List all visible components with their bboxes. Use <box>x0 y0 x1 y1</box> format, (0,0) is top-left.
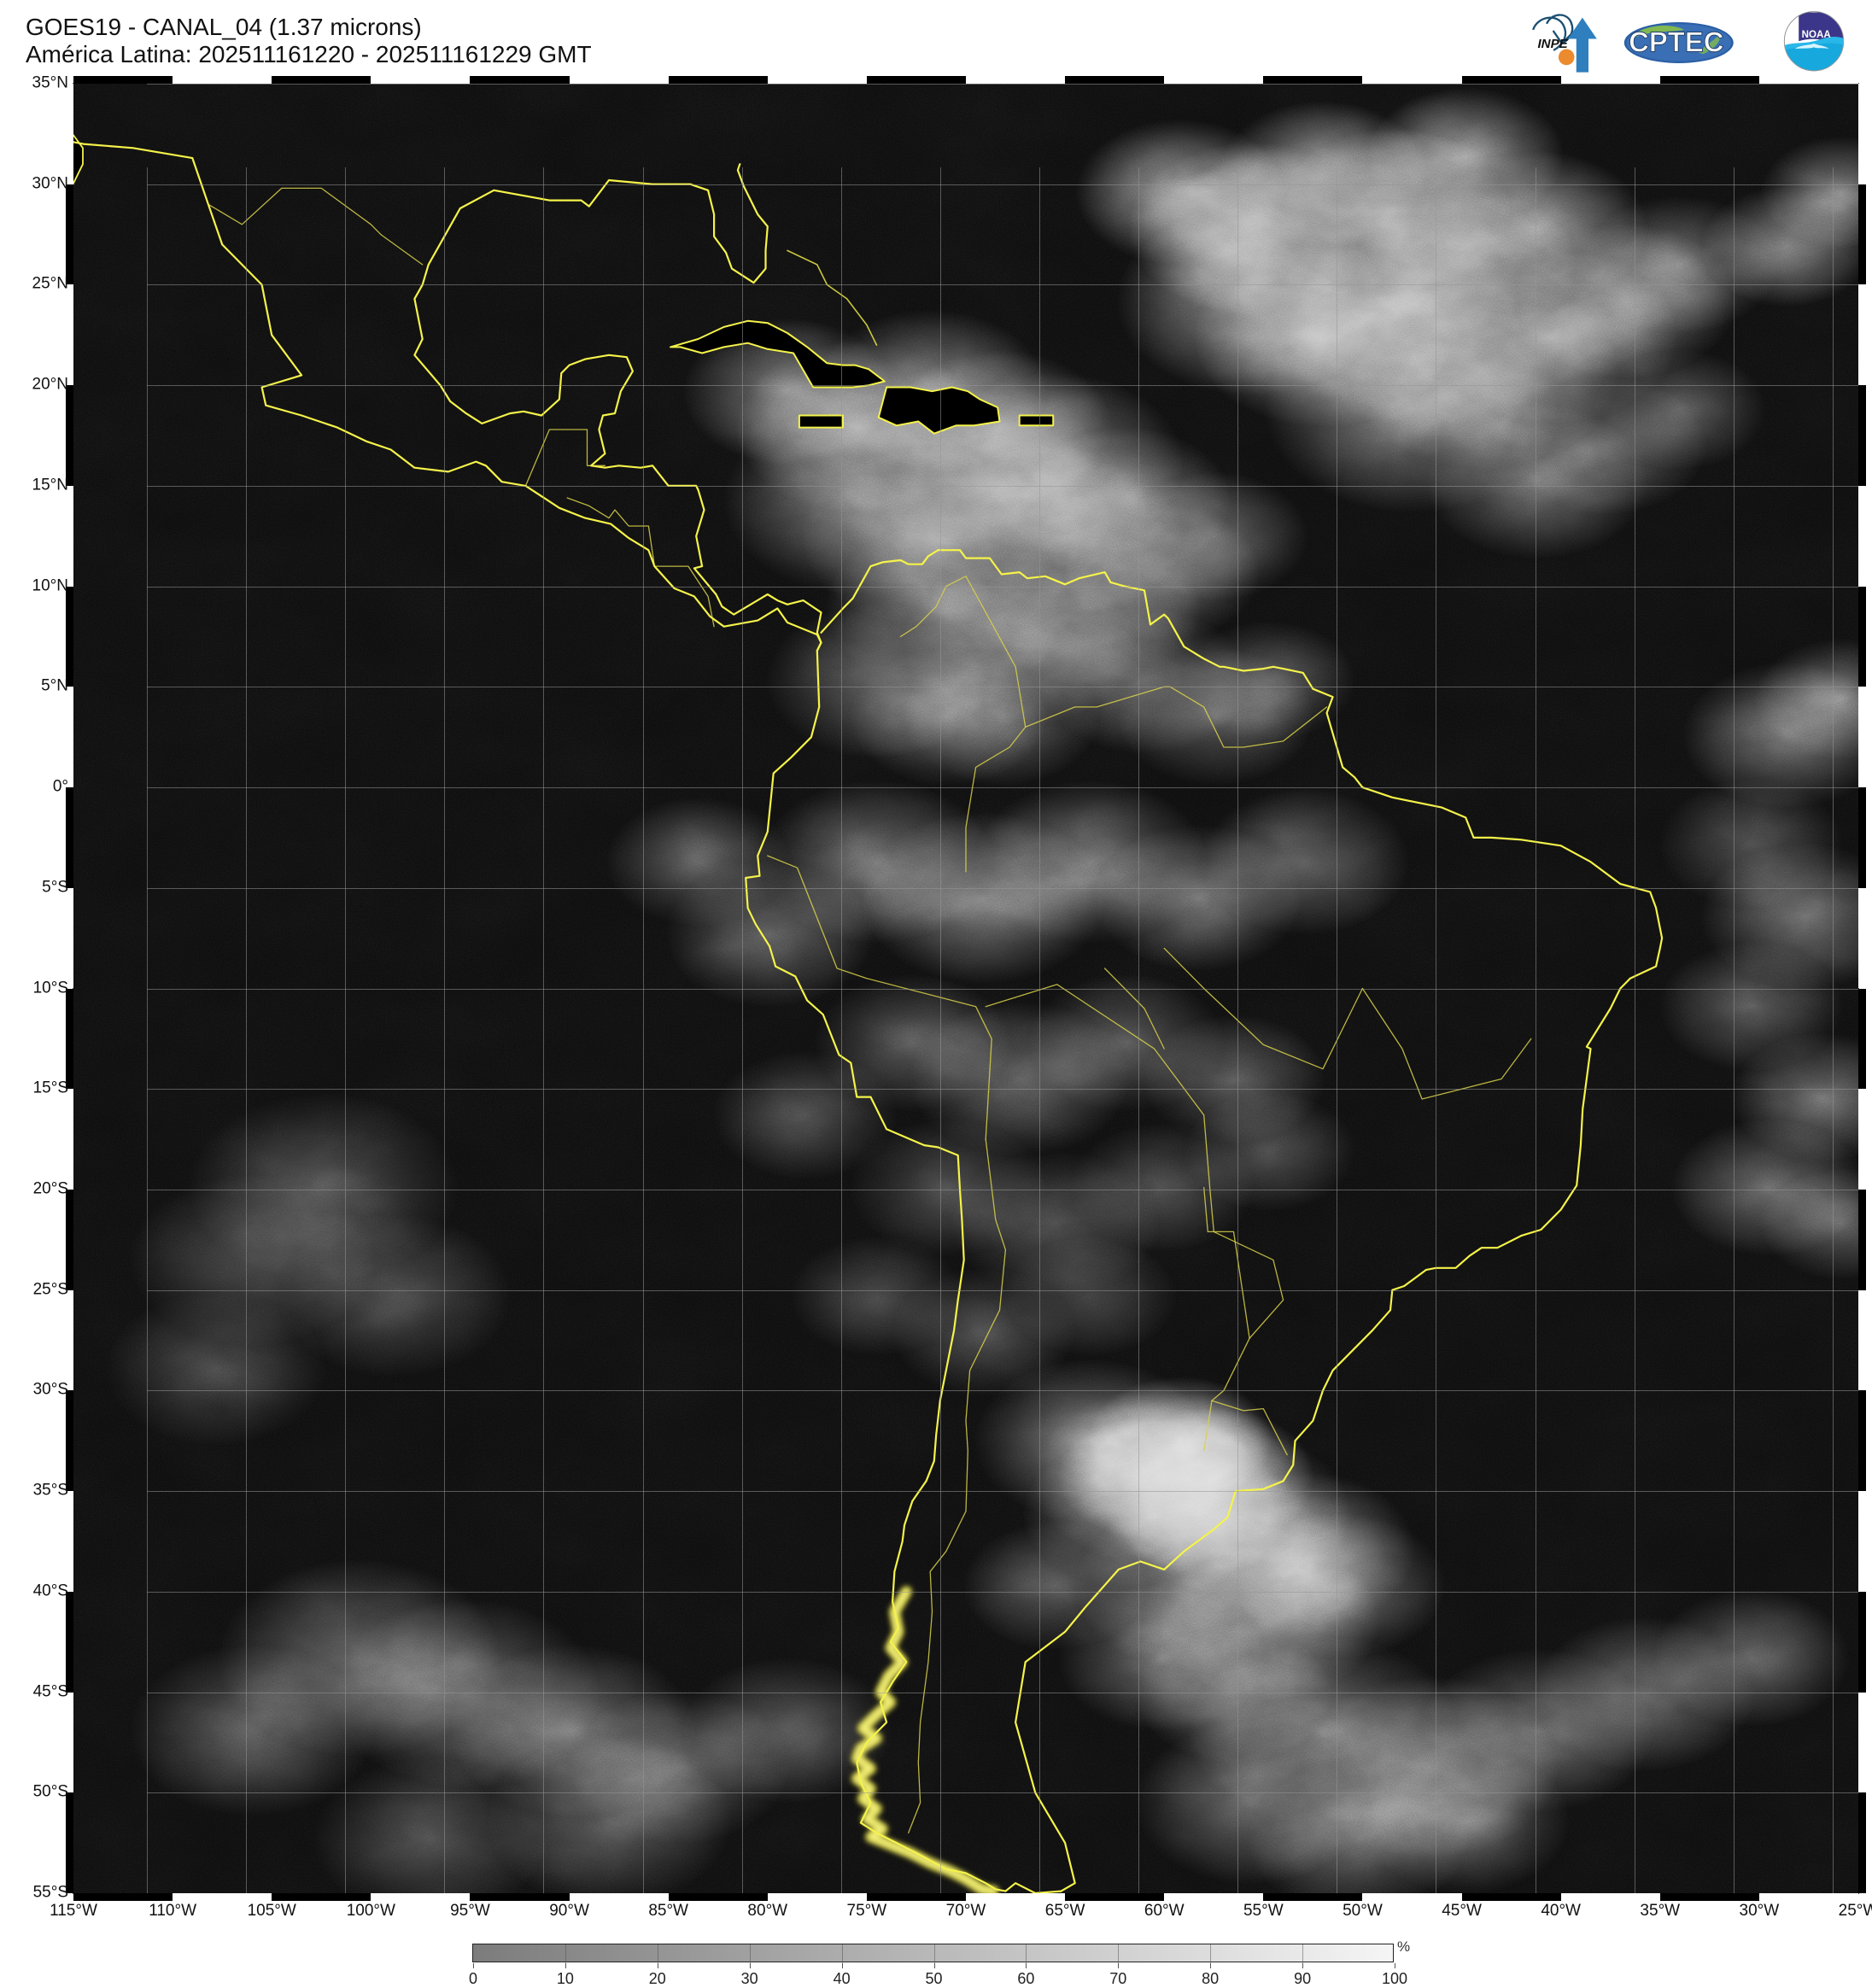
svg-text:CPTEC: CPTEC <box>1629 26 1723 58</box>
svg-text:NOAA: NOAA <box>1802 30 1832 40</box>
svg-text:INPE: INPE <box>1537 37 1568 51</box>
